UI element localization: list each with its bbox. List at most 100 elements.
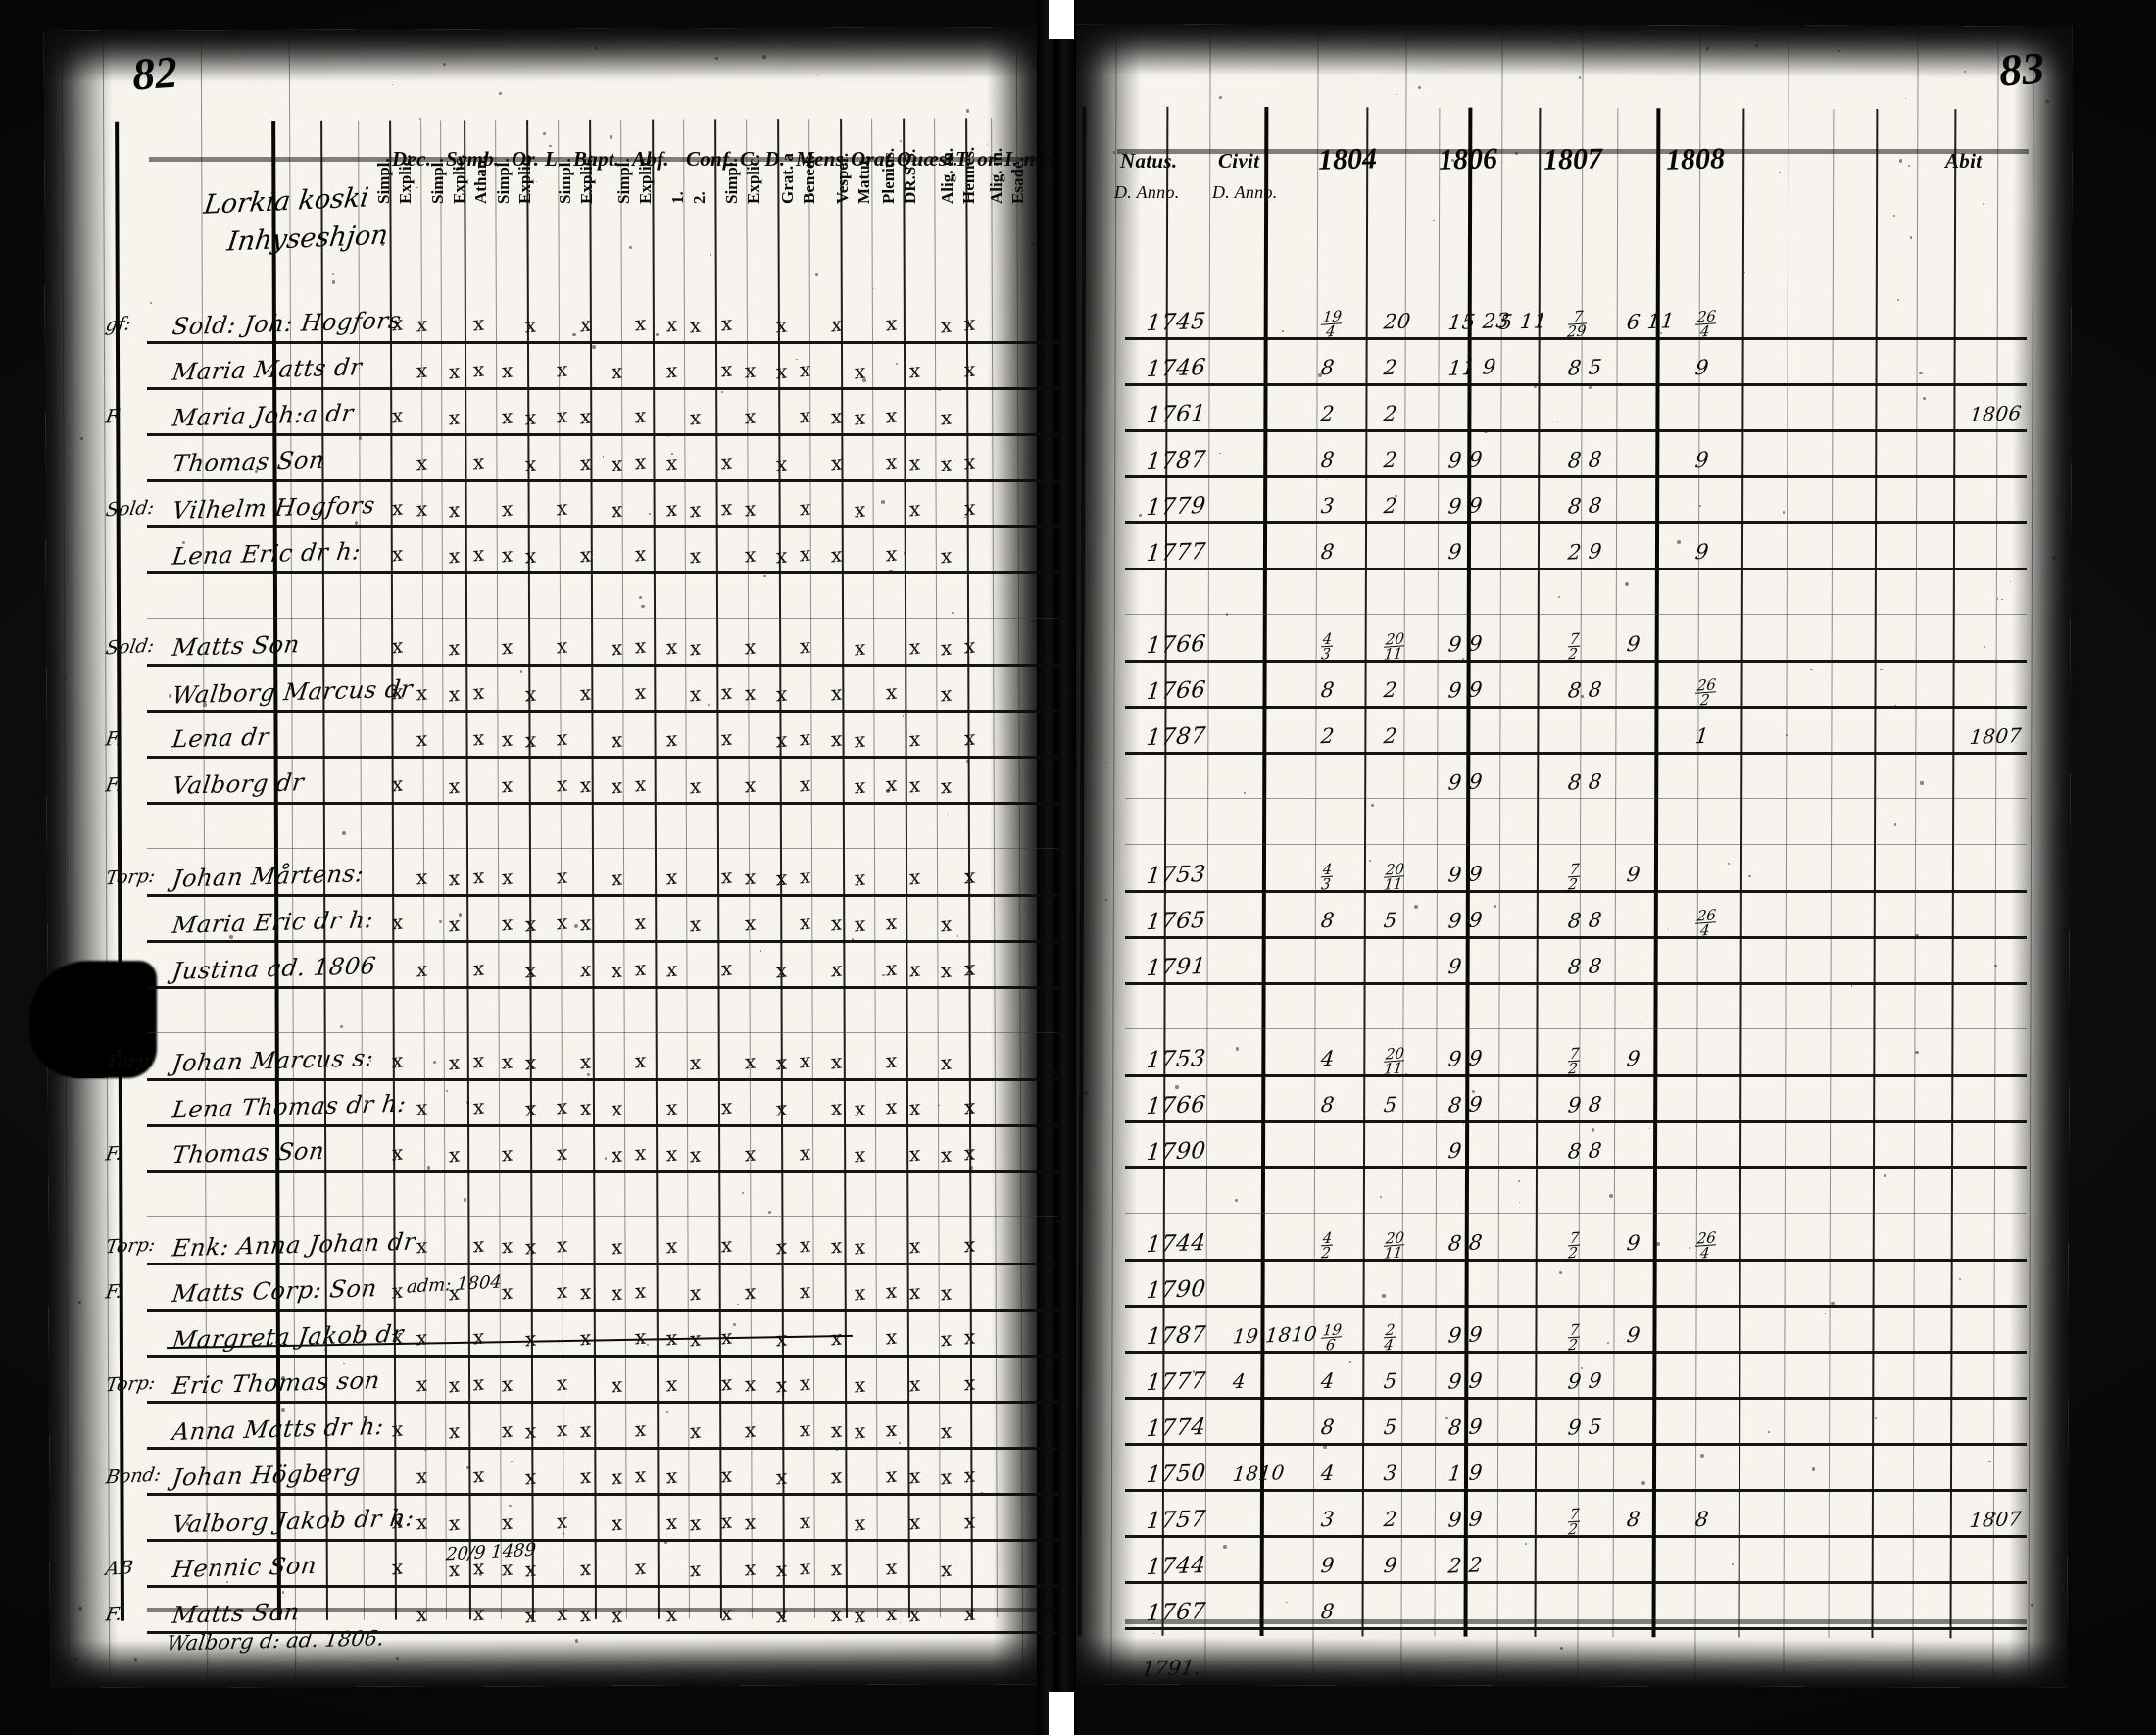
attendance-mark: x bbox=[800, 864, 811, 888]
scan-speck bbox=[742, 1192, 744, 1194]
row-rule bbox=[147, 1585, 1058, 1588]
attendance-mark: x bbox=[721, 679, 733, 704]
row-birth-year: 1744 bbox=[1146, 1230, 1207, 1258]
attendance-mark: x bbox=[502, 1049, 514, 1073]
attendance-mark: x bbox=[964, 357, 976, 381]
attendance-mark: x bbox=[449, 866, 461, 890]
attendance-mark: x bbox=[855, 1372, 866, 1397]
attendance-mark: x bbox=[886, 956, 898, 980]
row-n1804-cell: 5 bbox=[1383, 1415, 1398, 1440]
attendance-mark: x bbox=[416, 726, 428, 751]
row-rule bbox=[147, 848, 1058, 849]
scan-speck bbox=[1414, 905, 1418, 909]
scan-speck bbox=[1994, 965, 1996, 967]
row-abit-cell: 1807 bbox=[1969, 723, 2023, 749]
scan-speck bbox=[647, 1344, 649, 1346]
attendance-mark: x bbox=[635, 910, 647, 934]
row-d1804-cell: 3 bbox=[1320, 494, 1336, 519]
scan-speck bbox=[78, 1607, 82, 1611]
attendance-mark: x bbox=[909, 1141, 921, 1165]
row-n1804-cell: 2 bbox=[1383, 356, 1398, 380]
row-rule bbox=[147, 1539, 1058, 1542]
attendance-mark: x bbox=[690, 1511, 702, 1535]
attendance-mark: x bbox=[635, 633, 647, 658]
attendance-mark: x bbox=[886, 1094, 898, 1118]
attendance-mark: x bbox=[557, 725, 568, 750]
scan-speck bbox=[1592, 1128, 1595, 1132]
left-col-subheader-6-0: Simpl. bbox=[722, 158, 742, 204]
scan-speck bbox=[882, 974, 884, 976]
attendance-mark: x bbox=[745, 1049, 757, 1073]
row-birth-year: 1790 bbox=[1146, 1276, 1207, 1304]
attendance-mark: x bbox=[416, 1602, 428, 1626]
attendance-mark: x bbox=[941, 451, 953, 475]
attendance-mark: x bbox=[941, 1326, 953, 1351]
attendance-mark: x bbox=[525, 681, 537, 706]
row-n1806a-cell: 9 bbox=[1447, 955, 1463, 979]
attendance-mark: x bbox=[473, 1601, 485, 1625]
left-col-subheader-2-1: Explic. bbox=[515, 154, 535, 204]
attendance-mark: x bbox=[745, 1510, 757, 1534]
row-n1806a-cell: 9 9 bbox=[1447, 677, 1484, 702]
row-d1804-cell: 2 bbox=[1320, 402, 1336, 426]
scan-speck bbox=[1463, 1123, 1464, 1124]
left-col-subheader-1-2: Athan. bbox=[471, 155, 491, 204]
row-n1808-cell: 9 bbox=[1694, 540, 1710, 565]
scan-speck bbox=[186, 1522, 189, 1525]
row-rule bbox=[1125, 614, 2027, 615]
row-person-name: Thomas Son bbox=[171, 446, 326, 477]
attendance-mark: x bbox=[580, 1602, 592, 1626]
attendance-mark: x bbox=[690, 1050, 702, 1074]
attendance-mark: x bbox=[416, 1510, 428, 1534]
attendance-mark: x bbox=[831, 404, 843, 428]
row-n1808-cell: 8 bbox=[1694, 1508, 1710, 1532]
scan-speck bbox=[1070, 687, 1072, 689]
attendance-mark: x bbox=[449, 635, 461, 660]
attendance-mark: x bbox=[502, 1279, 514, 1304]
row-person-name: Johan Högberg bbox=[171, 1459, 362, 1491]
attendance-mark: x bbox=[886, 1462, 898, 1487]
attendance-mark: x bbox=[580, 772, 592, 797]
attendance-mark: x bbox=[721, 449, 733, 473]
right-col-header-2: 1804 bbox=[1318, 142, 1378, 177]
scan-speck bbox=[1235, 1199, 1238, 1202]
left-col-subheader-1-1: Explic. bbox=[450, 154, 469, 204]
attendance-mark: x bbox=[941, 1050, 953, 1074]
row-n1806a-cell: 2 2 bbox=[1447, 1553, 1484, 1577]
attendance-mark: x bbox=[855, 405, 866, 429]
attendance-mark: x bbox=[612, 773, 623, 798]
scan-speck bbox=[1997, 598, 1998, 599]
attendance-mark: x bbox=[886, 1601, 898, 1625]
row-birth-year: 1761 bbox=[1146, 401, 1207, 428]
row-n1807b-cell: 8 bbox=[1626, 1508, 1642, 1532]
attendance-mark: x bbox=[831, 1602, 843, 1626]
row-rule bbox=[147, 1124, 1058, 1127]
attendance-mark: x bbox=[964, 449, 976, 473]
attendance-mark: x bbox=[612, 866, 623, 890]
attendance-mark: x bbox=[635, 1555, 647, 1579]
attendance-mark: x bbox=[909, 1371, 921, 1396]
scan-speck bbox=[1831, 1302, 1835, 1306]
attendance-mark: x bbox=[502, 911, 514, 935]
scan-speck bbox=[229, 935, 232, 938]
attendance-mark: x bbox=[392, 1278, 404, 1303]
row-rule bbox=[147, 940, 1058, 943]
attendance-mark: x bbox=[416, 496, 428, 520]
row-person-name: Matts Corp: Son bbox=[171, 1274, 378, 1308]
binder-clip-bottom bbox=[1049, 1692, 1074, 1735]
attendance-mark: x bbox=[525, 543, 537, 568]
row-rule bbox=[1125, 1305, 2027, 1308]
scan-speck bbox=[886, 789, 890, 793]
attendance-mark: x bbox=[502, 1510, 514, 1534]
attendance-mark: x bbox=[635, 1324, 647, 1349]
attendance-mark: x bbox=[473, 679, 485, 704]
scan-speck bbox=[1728, 863, 1730, 865]
attendance-mark: x bbox=[392, 633, 404, 658]
attendance-mark: x bbox=[855, 1511, 866, 1535]
row-rule bbox=[147, 664, 1058, 667]
attendance-mark: x bbox=[525, 1557, 537, 1581]
row-d1804-cell: 3 bbox=[1320, 1508, 1336, 1532]
scan-speck bbox=[396, 1657, 399, 1660]
scan-speck bbox=[1699, 505, 1701, 507]
attendance-mark: x bbox=[473, 725, 485, 750]
